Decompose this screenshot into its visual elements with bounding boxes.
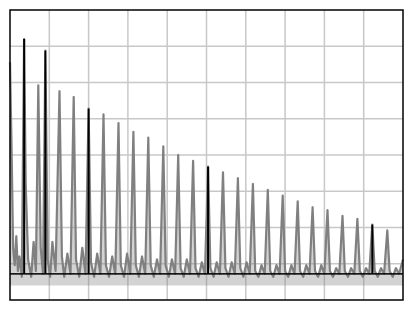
frame bbox=[9, 9, 404, 301]
peak-layer bbox=[10, 39, 403, 275]
plot-frame bbox=[9, 9, 404, 301]
series-line-0 bbox=[8, 37, 405, 278]
